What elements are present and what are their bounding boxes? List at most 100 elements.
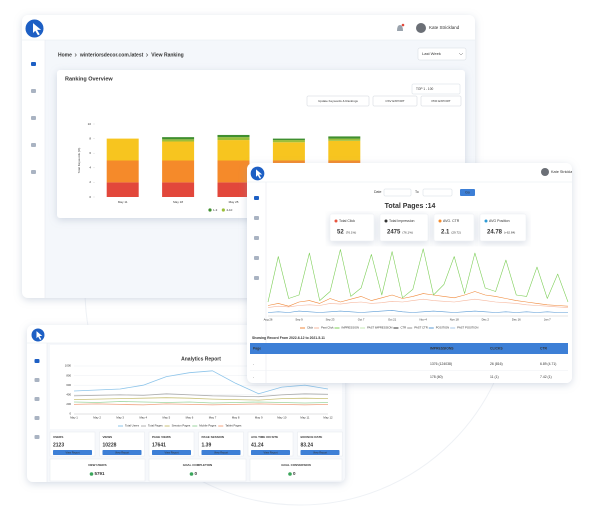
x-tick-label: Oct 7 [358,318,365,322]
action-button-label[interactable]: PDF EXPORT [431,99,450,103]
user-name: Kate Strickland [429,25,460,30]
breadcrumb-item[interactable]: Home [58,52,72,58]
stat-change: (76.1%) [346,230,357,234]
report-button-label[interactable]: View Report [65,450,79,454]
x-tick-label: May 4 [139,416,147,420]
filter-select[interactable] [411,83,461,95]
bar-segment [328,138,361,141]
go-button[interactable] [460,189,475,196]
x-tick-label: May 3 [116,416,124,420]
y-tick-label: 4 [89,166,91,170]
stat-icon [334,219,338,223]
avatar[interactable] [416,23,426,33]
table-header-cell[interactable]: CTR [540,347,548,351]
action-button[interactable] [306,95,370,107]
x-tick-label: May 12 [323,416,333,420]
legend-label: 1-3 [213,208,218,212]
action-button[interactable] [372,95,418,107]
report-button-label[interactable]: View Report [164,450,178,454]
table-header-cell[interactable]: CLICKS [490,347,503,351]
report-button-label[interactable]: View Report [313,450,327,454]
bar-segment [272,142,305,161]
nav-icon[interactable] [254,276,259,280]
action-button-label[interactable]: CSV EXPORT [385,99,404,103]
report-button-label[interactable]: View Report [115,450,129,454]
goal-value: 0 [293,471,296,476]
logo-hand [36,331,43,340]
goal-label: NEW USERS [88,463,106,467]
stat-icon [384,219,388,223]
legend-label: PAST CTR [414,326,428,330]
legend-label: Past Click [321,326,334,330]
nav-icon[interactable] [34,435,40,439]
action-button[interactable] [420,95,462,107]
stat-value: 1.39 [202,442,212,448]
x-tick-label: May 25 [229,200,239,204]
table-header-cell[interactable]: IMPRESSIONS [430,347,454,351]
legend-label: PAST IMPRESSION [367,326,392,330]
bar-segment [217,134,250,138]
report-button-label[interactable]: View Report [214,450,228,454]
goal-icon [189,472,194,476]
nav-icon[interactable] [31,143,36,147]
period-value: Last Week [422,51,441,56]
report-button[interactable] [251,450,290,455]
x-tick-label: May 9 [255,416,263,420]
nav-icon[interactable] [34,378,40,382]
nav-icon[interactable] [34,359,40,363]
bar-segment [217,182,250,197]
bell-icon[interactable] [397,25,403,31]
y-tick-label: 1000 [65,364,72,368]
breadcrumb-item[interactable]: winteriorsdecor.com.latest [79,52,144,58]
nav-icon[interactable] [31,170,36,174]
nav-icon[interactable] [31,62,36,66]
nav-icon[interactable] [254,236,259,240]
y-tick-label: 600 [66,383,71,387]
x-tick-label: Oct 21 [388,318,397,322]
logo-hand [256,169,263,179]
table-header-cell[interactable]: Page [253,347,261,351]
nav-icon[interactable] [254,196,259,200]
bar-segment [217,160,250,183]
go-button-label[interactable]: Go [465,190,470,194]
table-cell: - [253,362,254,366]
logo-hand [33,23,42,36]
to-label: To [415,190,419,194]
nav-icon[interactable] [31,116,36,120]
stat-card [479,213,527,242]
legend-label: CTR [400,326,406,330]
legend-label: POSITION [436,326,449,330]
report-button[interactable] [201,450,241,455]
date-from-input[interactable] [383,188,412,197]
bar-segment [272,138,305,141]
avatar[interactable] [541,168,549,176]
x-tick-label: Sep 23 [326,318,335,322]
goal-value: 0 [195,471,198,476]
report-button-label[interactable]: View Report [263,450,277,454]
filter-value: TOP 1 - 100 [416,87,433,91]
page-title: Total Pages :14 [385,203,436,210]
breadcrumb-chevron [146,53,149,57]
bar-segment [162,141,195,161]
table-cell: 178 (60) [430,375,443,379]
period-select[interactable] [417,47,467,61]
x-tick-label: May 11 [300,416,309,420]
action-button-label[interactable]: Update Keywords & Rankings [318,99,358,103]
goal-icon [89,472,94,476]
nav-icon[interactable] [254,216,259,220]
report-button[interactable] [53,450,92,455]
nav-icon[interactable] [34,397,40,401]
legend-label: 4-10 [226,208,232,212]
report-button[interactable] [102,450,142,455]
legend-label: PAST POSITION [457,326,478,330]
report-button[interactable] [300,450,340,455]
stat-label: PAGE SESSION [202,435,224,439]
x-tick-label: May 2 [93,416,101,420]
report-button[interactable] [152,450,191,455]
nav-icon[interactable] [31,89,36,93]
nav-icon[interactable] [254,256,259,260]
breadcrumb-item: View Ranking [151,52,183,58]
table-header [250,343,568,354]
date-to-input[interactable] [422,188,453,197]
nav-icon[interactable] [34,416,40,420]
